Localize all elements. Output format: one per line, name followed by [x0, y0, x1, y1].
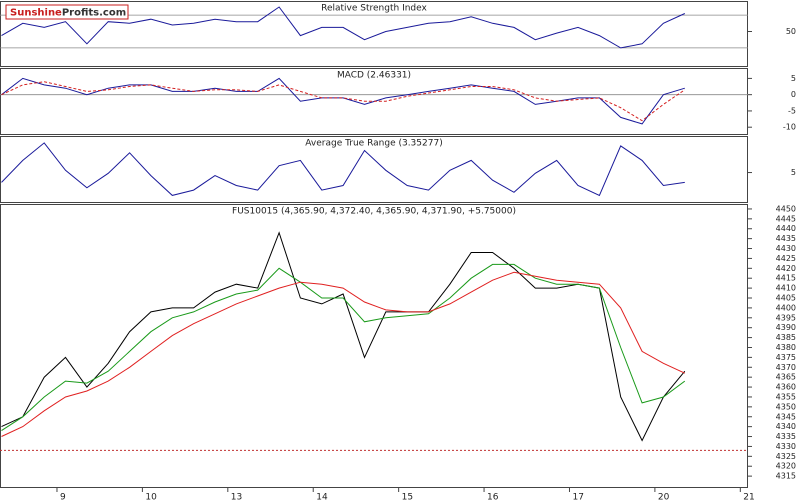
y-tick-label: 4425	[776, 254, 796, 263]
panel-frame	[0, 136, 748, 203]
y-tick-label: 4375	[776, 353, 796, 362]
y-tick-label: 4400	[776, 303, 796, 312]
x-tick-label: 20	[658, 493, 670, 503]
series-line	[1, 263, 686, 432]
y-tick-label: 4335	[776, 432, 796, 441]
panel-frame	[0, 204, 748, 488]
y-tick-label: 4390	[776, 323, 796, 332]
y-tick-label: 5	[791, 74, 796, 83]
panel-title: MACD (2.46331)	[337, 71, 411, 81]
y-tick-label: 4340	[776, 422, 796, 431]
y-tick-label: -5	[788, 106, 796, 115]
y-tick-label: 4415	[776, 274, 796, 283]
y-tick-label: 4405	[776, 294, 796, 303]
y-tick-label: 0	[791, 90, 796, 99]
y-tick-label: 4410	[776, 284, 796, 293]
series-line	[1, 6, 686, 49]
y-tick-label: 4330	[776, 442, 796, 451]
y-tick-label: 4365	[776, 373, 796, 382]
y-tick-label: 50	[786, 27, 796, 36]
y-tick-label: 5	[791, 168, 796, 177]
y-tick-label: 4320	[776, 462, 796, 471]
y-tick-label: 4355	[776, 392, 796, 401]
y-tick-label: 4350	[776, 402, 796, 411]
x-tick-label: 10	[145, 493, 157, 503]
y-tick-label: 4420	[776, 264, 796, 273]
panel-title: Average True Range (3.35277)	[305, 139, 442, 149]
x-tick-label: 14	[316, 493, 328, 503]
panel-frame	[0, 68, 748, 135]
x-tick-label: 17	[572, 493, 583, 503]
series-line	[1, 77, 685, 125]
y-tick-label: 4345	[776, 412, 796, 421]
logo: SunshineProfits.com	[5, 4, 129, 20]
y-tick-label: 4430	[776, 244, 796, 253]
y-tick-label: 4385	[776, 333, 796, 342]
series-line	[1, 271, 686, 437]
series-line	[1, 231, 686, 442]
panel-title: Relative Strength Index	[321, 4, 427, 14]
logo-part: Profits.com	[62, 8, 126, 19]
y-tick-label: 4435	[776, 234, 796, 243]
logo-part: Sunshine	[10, 8, 62, 19]
x-tick-label: 15	[402, 493, 413, 503]
y-tick-label: 4450	[776, 204, 796, 213]
y-tick-label: 4315	[776, 472, 796, 481]
x-tick-label: 13	[231, 493, 242, 503]
panel-title: FUS10015 (4,365.90, 4,372.40, 4,365.90, …	[232, 207, 516, 217]
y-tick-label: 4440	[776, 224, 796, 233]
panel-frame	[0, 1, 748, 67]
y-tick-label: 4380	[776, 343, 796, 352]
y-tick-label: 4325	[776, 452, 796, 461]
y-tick-label: 4445	[776, 214, 796, 223]
logo-text: SunshineProfits.com	[10, 8, 126, 19]
logo-box	[5, 4, 129, 20]
y-tick-label: 4395	[776, 313, 796, 322]
series-line	[1, 81, 686, 122]
y-tick-label: 4370	[776, 363, 796, 372]
series-line	[1, 142, 685, 197]
y-tick-label: -10	[783, 123, 796, 132]
x-tick-label: 9	[60, 493, 66, 503]
y-tick-label: 4360	[776, 383, 796, 392]
x-tick-label: 16	[487, 493, 499, 503]
x-tick-label: 21	[743, 493, 754, 503]
